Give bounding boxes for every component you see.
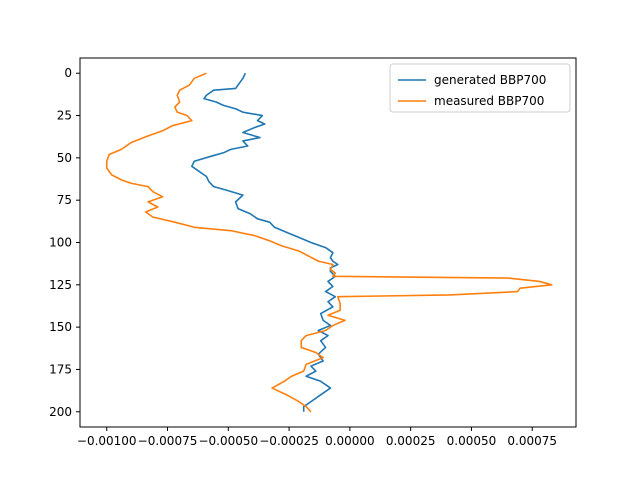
y-tick-label: 125 [49,278,72,292]
legend-label: measured BBP700 [434,94,544,108]
y-tick-label: 200 [49,405,72,419]
x-tick-label: −0.00100 [77,434,137,448]
y-tick-label: 100 [49,236,72,250]
series-line-measured [105,72,553,413]
x-tick-label: 0.00050 [447,434,497,448]
x-axis: −0.00100 −0.00075 −0.00050 −0.00025 0.00000 0… [77,427,557,448]
x-tick-label: −0.00025 [259,434,319,448]
y-tick-label: 175 [49,362,72,376]
x-tick-label: 0.00000 [325,434,375,448]
legend-box [389,63,571,113]
legend: generated BBP700 measured BBP700 [389,63,571,113]
x-tick-label: 0.00075 [507,434,557,448]
y-tick-label: 25 [57,109,72,123]
x-tick-label: −0.00050 [198,434,258,448]
series-layer [105,72,553,413]
legend-label: generated BBP700 [434,73,546,87]
x-tick-label: −0.00075 [138,434,198,448]
y-tick-label: 150 [49,320,72,334]
series-line-generated [191,72,339,412]
y-tick-label: 75 [57,193,72,207]
x-tick-label: 0.00025 [386,434,436,448]
y-tick-label: 50 [57,151,72,165]
y-axis: 0 25 50 75 100 125 150 175 200 [49,66,80,419]
y-tick-label: 0 [64,66,72,80]
